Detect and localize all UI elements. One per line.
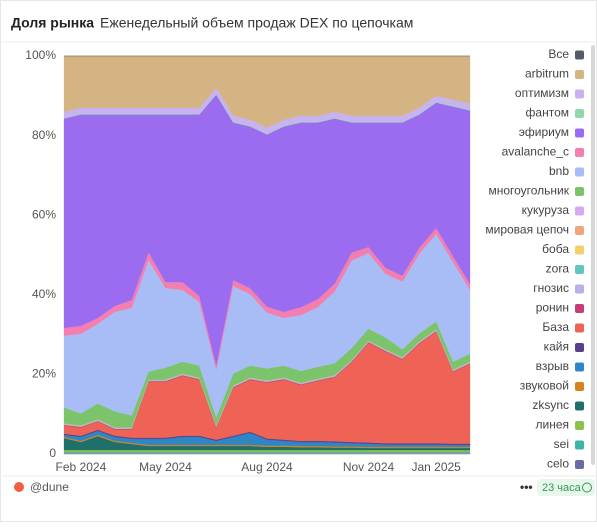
y-tick-label: 60% bbox=[32, 207, 56, 221]
legend-label: эфириум bbox=[519, 125, 569, 139]
y-tick-label: 40% bbox=[32, 287, 56, 301]
x-tick-label: Nov 2024 bbox=[343, 460, 395, 474]
legend-swatch bbox=[575, 382, 584, 391]
footer-source[interactable]: @dune bbox=[30, 480, 69, 494]
legend-swatch bbox=[575, 148, 584, 157]
legend-swatch bbox=[575, 167, 584, 177]
chart-title: Доля рынка bbox=[11, 15, 94, 31]
y-tick-label: 100% bbox=[25, 48, 56, 62]
legend-swatch bbox=[575, 323, 584, 333]
legend-swatch bbox=[575, 206, 584, 216]
legend-label: взрыв bbox=[536, 359, 569, 373]
legend-label: кукуруза bbox=[522, 203, 570, 217]
legend-swatch bbox=[575, 89, 584, 99]
legend-swatch bbox=[575, 440, 584, 450]
legend-swatch bbox=[575, 226, 584, 235]
legend-swatch bbox=[575, 265, 584, 274]
legend-swatch bbox=[575, 304, 584, 313]
legend-swatch bbox=[575, 245, 584, 255]
legend-label: zora bbox=[546, 262, 570, 276]
legend-label: кайя bbox=[544, 340, 569, 354]
legend-label: bnb bbox=[549, 164, 569, 178]
area bbox=[63, 449, 471, 453]
x-tick-label: Feb 2024 bbox=[56, 460, 107, 474]
legend-label: мировая цепоч bbox=[485, 223, 569, 237]
legend-scrollbar[interactable] bbox=[591, 45, 595, 465]
x-tick-label: May 2024 bbox=[139, 460, 192, 474]
y-tick-label: 0 bbox=[49, 446, 56, 460]
legend-label: многоугольник bbox=[488, 184, 569, 198]
legend-swatch bbox=[575, 109, 584, 118]
legend-label: sei bbox=[554, 437, 569, 451]
legend-swatch bbox=[575, 50, 584, 60]
chart-subtitle: Еженедельный объем продаж DEX по цепочка… bbox=[100, 15, 413, 31]
legend-swatch bbox=[575, 128, 584, 138]
legend-label: звуковой bbox=[520, 379, 569, 393]
legend-swatch bbox=[575, 401, 584, 411]
y-tick-label: 80% bbox=[32, 128, 56, 142]
legend-label: avalanche_c bbox=[502, 145, 569, 159]
legend-swatch bbox=[575, 362, 584, 372]
legend-label: гнозис bbox=[533, 281, 569, 295]
legend-swatch bbox=[575, 460, 584, 469]
legend-swatch bbox=[575, 343, 584, 352]
legend-label: линея bbox=[535, 418, 569, 432]
footer-time: 23 часа bbox=[542, 482, 582, 494]
time-badge bbox=[537, 479, 595, 496]
legend-label: оптимизм bbox=[515, 86, 569, 100]
legend-label: zksync bbox=[532, 398, 569, 412]
legend-label: ронин bbox=[536, 301, 569, 315]
legend-label: celo bbox=[547, 457, 569, 471]
check-icon bbox=[582, 482, 592, 493]
y-tick-label: 20% bbox=[32, 367, 56, 381]
legend-swatch bbox=[575, 187, 584, 196]
menu-dots[interactable]: ••• bbox=[520, 480, 533, 494]
legend-swatch bbox=[575, 421, 584, 430]
x-tick-label: Jan 2025 bbox=[411, 460, 461, 474]
legend-label: База bbox=[542, 320, 569, 334]
dune-logo bbox=[14, 482, 24, 492]
legend-label: Все bbox=[548, 47, 569, 61]
legend-label: arbitrum bbox=[525, 67, 569, 81]
legend-swatch bbox=[575, 70, 584, 79]
legend-label: фантом bbox=[526, 106, 569, 120]
x-tick-label: Aug 2024 bbox=[241, 460, 293, 474]
legend-swatch bbox=[575, 284, 584, 294]
legend-label: боба bbox=[542, 242, 569, 256]
